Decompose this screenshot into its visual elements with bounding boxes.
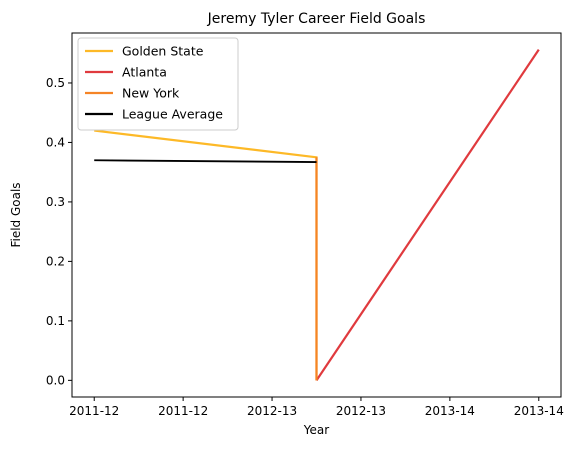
x-tick-label: 2011-12 <box>69 404 119 418</box>
series-line-golden-state <box>94 131 316 381</box>
x-tick-label: 2011-12 <box>158 404 208 418</box>
x-tick-label: 2013-14 <box>514 404 564 418</box>
legend-entry-label: New York <box>122 86 180 101</box>
x-tick-label: 2012-13 <box>336 404 386 418</box>
chart-title: Jeremy Tyler Career Field Goals <box>207 11 426 27</box>
y-tick-label: 0.1 <box>46 314 65 328</box>
legend-entry-label: Atlanta <box>122 65 167 80</box>
x-tick-label: 2012-13 <box>247 404 297 418</box>
y-tick-label: 0.3 <box>46 195 65 209</box>
y-tick-label: 0.5 <box>46 76 65 90</box>
y-axis-label: Field Goals <box>9 182 23 247</box>
legend: Golden State Atlanta New York League Averag… <box>78 38 238 130</box>
y-tick-label: 0.0 <box>46 373 65 387</box>
x-axis-label: Year <box>303 423 329 437</box>
y-tick-label: 0.4 <box>46 135 65 149</box>
legend-entry-label: League Average <box>122 107 223 122</box>
series-line-atlanta <box>317 50 539 381</box>
x-tick-label: 2013-14 <box>425 404 475 418</box>
series-line-league-average <box>94 160 316 162</box>
y-tick-label: 0.2 <box>46 254 65 268</box>
legend-entry-label: Golden State <box>122 44 204 59</box>
